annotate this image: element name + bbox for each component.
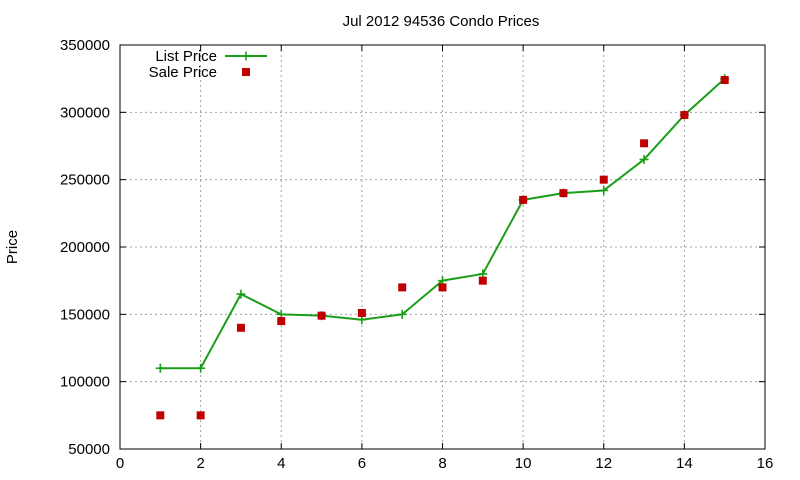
y-tick-label: 200000 bbox=[60, 239, 110, 256]
x-tick-label: 12 bbox=[595, 455, 612, 472]
y-axis-label: Price bbox=[4, 230, 21, 264]
data-point bbox=[196, 363, 206, 373]
data-point bbox=[196, 411, 205, 420]
legend-item: List Price bbox=[155, 48, 267, 65]
data-point bbox=[720, 76, 729, 85]
y-tick-label: 250000 bbox=[60, 172, 110, 189]
grid-layer bbox=[120, 45, 765, 449]
legend-item: Sale Price bbox=[149, 64, 250, 81]
data-point bbox=[438, 283, 447, 292]
data-point bbox=[277, 317, 286, 326]
y-tick-label: 300000 bbox=[60, 104, 110, 121]
data-point bbox=[357, 308, 366, 317]
legend-label: List Price bbox=[155, 48, 217, 65]
legend-marker bbox=[241, 51, 251, 61]
data-point bbox=[156, 411, 165, 420]
series-sale-price bbox=[156, 76, 729, 420]
y-tick-labels: 50000 100000 150000 200000 250000 300000 35000… bbox=[60, 37, 110, 458]
data-point bbox=[640, 139, 649, 148]
data-point bbox=[236, 289, 246, 299]
y-tick-label: 150000 bbox=[60, 306, 110, 323]
legend-marker bbox=[242, 68, 250, 76]
x-tick-label: 14 bbox=[676, 455, 693, 472]
data-point bbox=[599, 185, 609, 195]
x-tick-labels: 0 2 4 6 8 10 12 14 16 bbox=[116, 455, 774, 472]
y-tick-label: 350000 bbox=[60, 37, 110, 54]
data-point bbox=[317, 311, 326, 320]
y-tick-label: 50000 bbox=[68, 441, 110, 458]
x-tick-label: 16 bbox=[757, 455, 774, 472]
legend-label: Sale Price bbox=[149, 64, 217, 81]
x-tick-label: 10 bbox=[515, 455, 532, 472]
data-point bbox=[599, 175, 608, 184]
tick-layer bbox=[119, 44, 766, 450]
data-point bbox=[680, 111, 689, 120]
series-line bbox=[160, 77, 726, 370]
data-point bbox=[236, 323, 245, 332]
data-point bbox=[519, 195, 528, 204]
data-point bbox=[478, 276, 487, 285]
data-point bbox=[559, 189, 568, 198]
x-tick-label: 0 bbox=[116, 455, 124, 472]
x-tick-label: 8 bbox=[438, 455, 446, 472]
data-point bbox=[639, 154, 649, 164]
y-tick-label: 100000 bbox=[60, 374, 110, 391]
x-tick-label: 6 bbox=[358, 455, 366, 472]
x-tick-label: 2 bbox=[196, 455, 204, 472]
series-layer bbox=[155, 74, 730, 420]
data-point bbox=[397, 309, 407, 319]
data-point bbox=[398, 283, 407, 292]
data-point bbox=[155, 363, 165, 373]
chart-title: Jul 2012 94536 Condo Prices bbox=[343, 13, 540, 30]
x-tick-label: 4 bbox=[277, 455, 285, 472]
